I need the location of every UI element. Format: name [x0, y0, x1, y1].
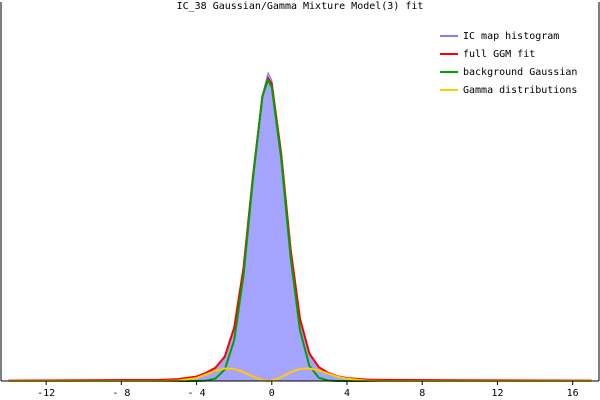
x-tick-label: - 4	[188, 388, 206, 399]
legend-label: Gamma distributions	[463, 85, 577, 96]
legend-label: IC map histogram	[463, 31, 559, 42]
x-tick-label: 0	[269, 388, 275, 399]
x-tick-label: - 8	[112, 388, 130, 399]
x-tick-label: 8	[419, 388, 425, 399]
x-tick-label: -12	[37, 388, 55, 399]
x-tick-label: 4	[344, 388, 350, 399]
legend-label: full GGM fit	[463, 49, 535, 60]
x-tick-label: 12	[491, 388, 503, 399]
legend-label: background Gaussian	[463, 67, 577, 78]
chart-title: IC_38 Gaussian/Gamma Mixture Model(3) fi…	[177, 1, 424, 12]
x-tick-label: 16	[567, 388, 579, 399]
